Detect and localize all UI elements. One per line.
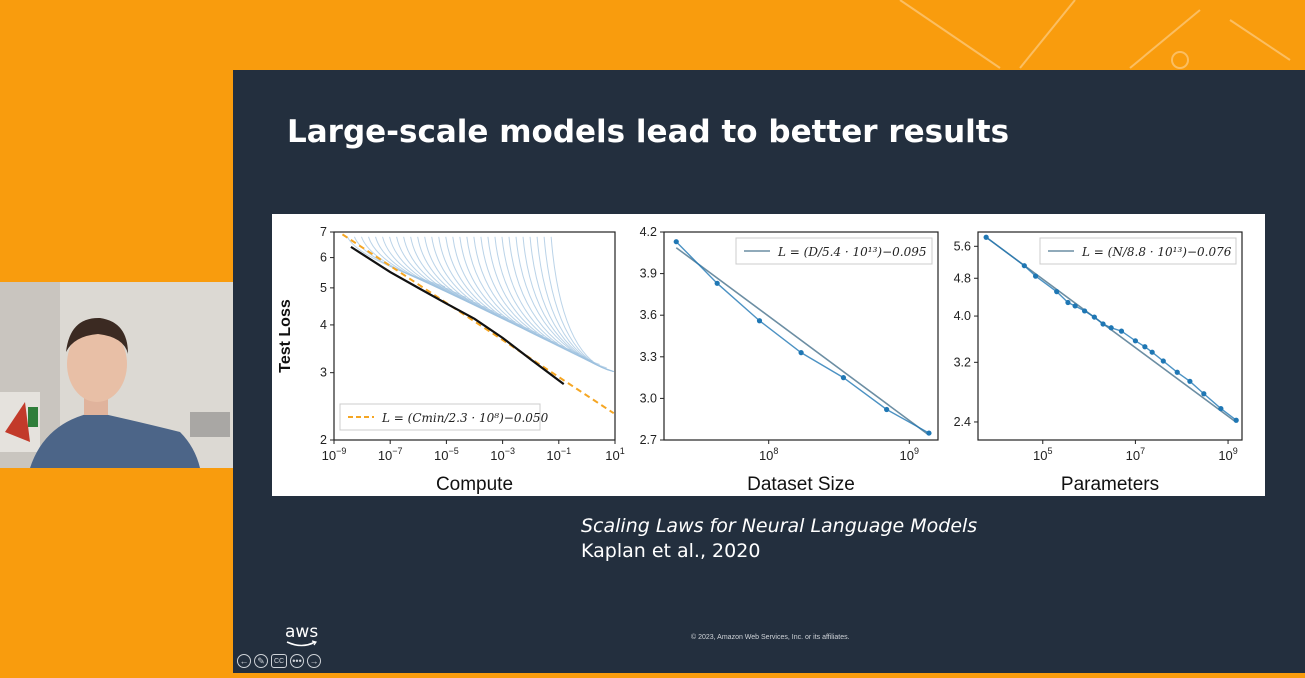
data-point: [1218, 405, 1224, 412]
data-point: [1021, 263, 1027, 269]
training-curve: [346, 236, 446, 288]
data-point: [1201, 391, 1207, 397]
x-tick-label: 105: [1033, 446, 1052, 463]
plot-frame-2: [663, 231, 939, 441]
training-curve: [543, 236, 614, 373]
x-tick-label: 108: [759, 446, 778, 463]
x-tick-label: 10−9: [322, 446, 347, 463]
y-tick-label: 3.9: [640, 267, 657, 281]
data-point: [1032, 273, 1039, 279]
y-tick-label: 5.6: [954, 239, 971, 253]
data-point: [1142, 344, 1148, 350]
previous-slide-button[interactable]: ←: [237, 654, 251, 668]
slide-caption: Scaling Laws for Neural Language Models …: [581, 514, 977, 564]
x-tick-label: 10−7: [378, 446, 403, 463]
x-axis-label: Parameters: [1061, 474, 1159, 495]
y-tick-label: 3.6: [640, 308, 657, 322]
y-tick-label: 3.3: [640, 350, 657, 364]
y-tick-label: 4.2: [640, 225, 657, 239]
fit-line-dashed: [341, 233, 615, 415]
plot-frame-1: [333, 231, 616, 441]
legend-label: L = (D/5.4 · 10¹³)−0.095: [777, 245, 927, 259]
data-point: [1233, 417, 1239, 423]
slide-title: Large-scale models lead to better result…: [287, 114, 1010, 150]
presenter-video: [0, 282, 233, 468]
data-point: [1054, 289, 1060, 295]
y-axis-label: Test Loss: [277, 299, 294, 373]
y-tick-label: 5: [320, 281, 327, 295]
x-tick-label: 109: [1218, 446, 1237, 463]
data-point: [1100, 321, 1106, 327]
y-tick-label: 2: [320, 433, 327, 447]
next-slide-button[interactable]: →: [307, 654, 321, 668]
pen-tool-button[interactable]: ✎: [254, 654, 268, 668]
data-point: [1187, 378, 1193, 384]
data-point: [1108, 325, 1114, 331]
captions-button[interactable]: CC: [271, 654, 287, 668]
training-curve: [550, 236, 614, 373]
scaling-laws-figure: 10−9 10−7 10−5 10−3 10−1 101 2 3 4 5 6 7 Compute Test…: [272, 214, 1265, 496]
data-point: [1160, 358, 1166, 364]
data-point: [1132, 338, 1139, 344]
compute-frontier-line: [350, 245, 565, 386]
paper-citation: Kaplan et al., 2020: [581, 540, 761, 562]
data-point: [1081, 308, 1088, 314]
data-point: [673, 239, 679, 245]
data-point: [798, 350, 804, 356]
legend-label: L = (N/8.8 · 10¹³)−0.076: [1081, 245, 1232, 259]
x-tick-label: 10−5: [434, 446, 459, 463]
data-point: [714, 280, 720, 286]
training-curve: [536, 236, 614, 373]
aws-logo: aws: [285, 622, 319, 642]
training-curve: [501, 236, 600, 365]
presentation-controls: ← ✎ CC ••• →: [237, 654, 321, 668]
training-curve: [508, 236, 607, 369]
data-point: [884, 406, 890, 413]
data-point: [1072, 303, 1078, 309]
y-tick-label: 2.4: [954, 415, 971, 429]
data-point: [926, 430, 932, 436]
y-tick-label: 3: [320, 366, 327, 380]
more-options-button[interactable]: •••: [290, 654, 304, 668]
paper-title: Scaling Laws for Neural Language Models: [581, 515, 978, 537]
data-point: [1174, 369, 1180, 375]
fit-line: [675, 247, 930, 436]
y-tick-label: 3.2: [954, 355, 971, 369]
y-tick-label: 4.8: [954, 271, 971, 285]
training-curve: [515, 236, 614, 373]
data-line: [675, 241, 930, 434]
presentation-slide: Large-scale models lead to better result…: [233, 70, 1305, 673]
plot-frame-3: [977, 231, 1243, 441]
x-tick-label: 101: [605, 446, 624, 463]
charts-svg: 10−9 10−7 10−5 10−3 10−1 101 2 3 4 5 6 7 Compute Test…: [277, 225, 1243, 495]
y-tick-label: 2.7: [640, 433, 657, 447]
y-tick-label: 6: [320, 251, 327, 265]
training-curve: [360, 236, 460, 295]
x-tick-label: 10−1: [546, 446, 571, 463]
data-point: [1091, 314, 1097, 320]
y-tick-label: 4: [320, 318, 327, 332]
y-tick-label: 4.0: [954, 309, 971, 323]
x-axis-label: Dataset Size: [747, 474, 855, 495]
data-point: [1149, 349, 1155, 355]
data-point: [1065, 299, 1071, 306]
copyright-notice: © 2023, Amazon Web Services, Inc. or its…: [691, 634, 850, 641]
y-tick-label: 7: [320, 225, 327, 239]
x-tick-label: 10−3: [490, 446, 515, 463]
presenter-webcam: [0, 282, 233, 468]
y-tick-label: 3.0: [640, 391, 657, 405]
x-tick-label: 109: [900, 446, 919, 463]
data-point: [840, 375, 847, 381]
data-point: [983, 234, 989, 240]
x-axis-label: Compute: [436, 474, 513, 495]
aws-smile-icon: [286, 640, 317, 647]
legend-label: L = (Cmin/2.3 · 10⁸)−0.050: [381, 411, 549, 425]
data-point: [1118, 328, 1125, 334]
x-tick-label: 107: [1126, 446, 1145, 463]
data-point: [756, 318, 763, 324]
